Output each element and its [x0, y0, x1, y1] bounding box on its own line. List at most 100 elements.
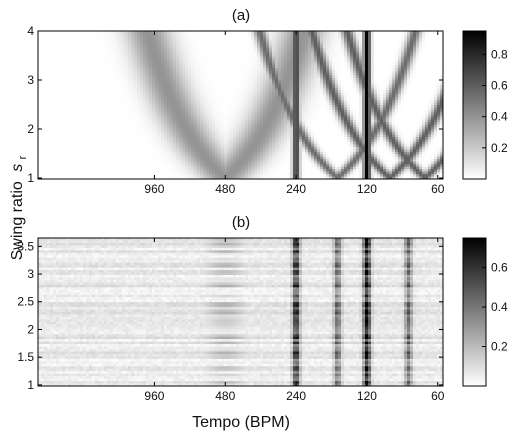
- heatmap-cell: [53, 112, 57, 116]
- heatmap-cell: [50, 142, 54, 146]
- heatmap-cell: [113, 132, 117, 136]
- heatmap-cell: [215, 70, 219, 74]
- heatmap-cell: [128, 176, 132, 179]
- heatmap-cell: [281, 129, 285, 133]
- heatmap-cell: [251, 35, 255, 39]
- heatmap-cell: [200, 134, 204, 138]
- heatmap-cell: [92, 159, 96, 163]
- heatmap-cell: [140, 72, 144, 76]
- heatmap-cell: [209, 85, 213, 89]
- heatmap-cell: [263, 119, 267, 123]
- heatmap-cell: [209, 122, 213, 126]
- heatmap-cell: [53, 85, 57, 89]
- heatmap-cell: [98, 132, 102, 136]
- heatmap-cell: [134, 169, 138, 173]
- heatmap-cell: [209, 75, 213, 79]
- heatmap-cell: [101, 72, 105, 76]
- heatmap-cell: [143, 132, 147, 136]
- heatmap-cell: [269, 102, 273, 106]
- heatmap-cell: [269, 127, 273, 131]
- heatmap-cell: [215, 107, 219, 111]
- heatmap-cell: [101, 171, 105, 175]
- heatmap-cell: [173, 129, 177, 133]
- heatmap-cell: [215, 50, 219, 54]
- heatmap-cell: [86, 164, 90, 168]
- heatmap-cell: [278, 156, 282, 160]
- heatmap-cell: [245, 85, 249, 89]
- heatmap-cell: [236, 70, 240, 74]
- heatmap-cell: [95, 127, 99, 131]
- heatmap-cell: [38, 107, 42, 111]
- heatmap-cell: [44, 31, 48, 35]
- heatmap-cell: [77, 45, 81, 49]
- heatmap-cell: [275, 114, 279, 118]
- heatmap-cell: [41, 63, 45, 67]
- heatmap-cell: [143, 171, 147, 175]
- heatmap-cell: [167, 169, 171, 173]
- heatmap-cell: [206, 82, 210, 86]
- heatmap-cell: [104, 58, 108, 62]
- heatmap-cell: [221, 63, 225, 67]
- heatmap-cell: [110, 60, 114, 64]
- heatmap-cell: [62, 161, 66, 165]
- heatmap-cell: [251, 40, 255, 44]
- heatmap-cell: [89, 92, 93, 96]
- heatmap-cell: [149, 90, 153, 94]
- heatmap-cell: [263, 132, 267, 136]
- heatmap-cell: [221, 154, 225, 158]
- heatmap-cell: [176, 129, 180, 133]
- heatmap-cell: [152, 95, 156, 99]
- heatmap-cell: [128, 68, 132, 72]
- heatmap-cell: [179, 68, 183, 72]
- heatmap-cell: [146, 97, 150, 101]
- heatmap-cell: [116, 159, 120, 163]
- heatmap-cell: [224, 142, 228, 146]
- heatmap-cell: [260, 58, 264, 62]
- heatmap-cell: [62, 109, 66, 113]
- heatmap-cell: [119, 77, 123, 81]
- heatmap-cell: [86, 139, 90, 143]
- heatmap-cell: [86, 161, 90, 165]
- heatmap-cell: [224, 119, 228, 123]
- heatmap-cell: [167, 146, 171, 150]
- heatmap-cell: [98, 114, 102, 118]
- heatmap-cell: [224, 166, 228, 170]
- heatmap-cell: [131, 48, 135, 52]
- heatmap-cell: [128, 129, 132, 133]
- heatmap-cell: [275, 70, 279, 74]
- heatmap-cell: [140, 31, 144, 35]
- heatmap-cell: [56, 33, 60, 37]
- heatmap-cell: [62, 117, 66, 121]
- heatmap-cell: [116, 97, 120, 101]
- heatmap-cell: [59, 80, 63, 84]
- heatmap-cell: [158, 75, 162, 79]
- heatmap-cell: [116, 137, 120, 141]
- heatmap-cell: [287, 45, 291, 49]
- heatmap-cell: [173, 53, 177, 57]
- heatmap-cell: [215, 33, 219, 37]
- heatmap-cell: [116, 92, 120, 96]
- heatmap-cell: [227, 112, 231, 116]
- heatmap-cell: [77, 87, 81, 91]
- heatmap-cell: [233, 107, 237, 111]
- heatmap-cell: [125, 70, 129, 74]
- heatmap-cell: [161, 87, 165, 91]
- heatmap-cell: [44, 92, 48, 96]
- heatmap-cell: [62, 154, 66, 158]
- heatmap-cell: [218, 139, 222, 143]
- heatmap-cell: [134, 122, 138, 126]
- heatmap-cell: [128, 50, 132, 54]
- heatmap-cell: [272, 124, 276, 128]
- heatmap-cell: [182, 166, 186, 170]
- heatmap-cell: [227, 174, 231, 178]
- heatmap-cell: [287, 48, 291, 52]
- heatmap-cell: [224, 40, 228, 44]
- heatmap-cell: [257, 112, 261, 116]
- heatmap-cell: [272, 107, 276, 111]
- heatmap-cell: [221, 164, 225, 168]
- heatmap-cell: [182, 58, 186, 62]
- heatmap-cell: [203, 31, 207, 35]
- heatmap-cell: [110, 53, 114, 57]
- heatmap-cell: [71, 144, 75, 148]
- heatmap-cell: [68, 38, 72, 42]
